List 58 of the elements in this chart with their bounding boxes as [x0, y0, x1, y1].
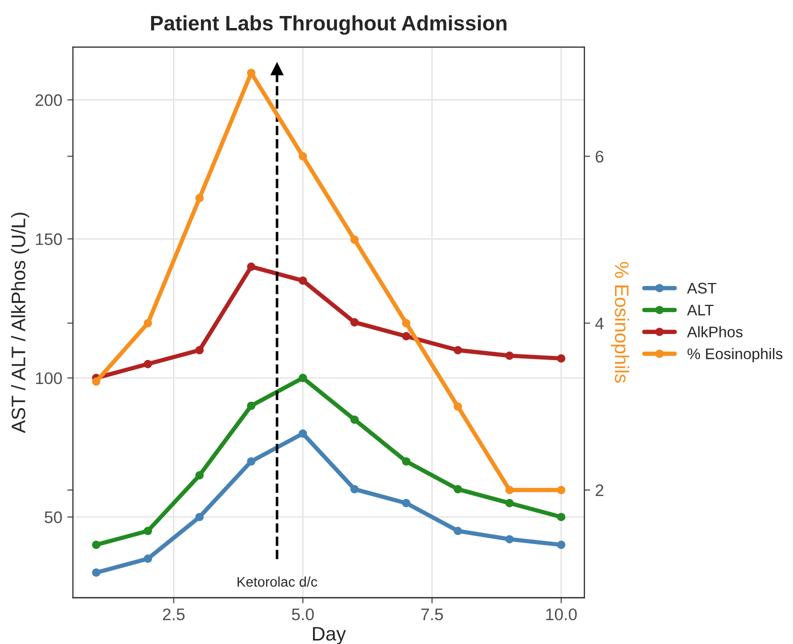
point — [144, 554, 152, 563]
point — [298, 374, 308, 382]
point — [195, 512, 204, 522]
point — [298, 276, 308, 285]
y-tick-label: 150 — [36, 233, 62, 246]
point — [557, 354, 566, 363]
x-tick-label: 2.5 — [162, 608, 185, 620]
point — [454, 346, 462, 354]
point — [557, 512, 566, 522]
ref-line-label: Ketorolac d/c — [238, 576, 318, 587]
y2-axis-title: % Eosinophils — [611, 262, 630, 383]
point — [505, 535, 514, 544]
point — [505, 352, 514, 360]
point — [402, 498, 410, 508]
point — [454, 485, 462, 494]
x-tick-label: 7.5 — [421, 608, 443, 620]
point — [144, 318, 152, 328]
y-tick-label: 50 — [44, 511, 62, 524]
y-tick-label: 200 — [36, 94, 62, 106]
x-tick-label: 10.0 — [546, 608, 577, 620]
point — [402, 318, 410, 328]
point — [505, 486, 514, 494]
point — [454, 402, 462, 411]
point — [92, 377, 100, 386]
point — [402, 457, 410, 466]
y-tick-label: 100 — [36, 372, 62, 384]
point — [247, 262, 256, 271]
point — [557, 540, 566, 549]
point — [505, 498, 514, 508]
point — [557, 486, 566, 494]
point — [247, 402, 256, 410]
x-axis-title: Day — [313, 627, 346, 644]
point — [350, 318, 359, 326]
chart-title: Patient Labs Throughout Admission — [151, 15, 506, 35]
point — [454, 526, 462, 536]
legend-label: AST — [687, 282, 716, 294]
legend-label: % Eosinophils — [688, 348, 782, 362]
point — [350, 415, 359, 424]
y-axis-title: AST / ALT / AlkPhos (U/L) — [11, 212, 30, 434]
point — [247, 457, 256, 466]
point — [195, 471, 204, 480]
legend-label: AlkPhos — [687, 326, 742, 338]
point — [195, 194, 204, 202]
y2-tick-label: 6 — [596, 150, 604, 163]
point — [92, 540, 100, 549]
y2-tick-label: 2 — [596, 484, 604, 496]
legend-label: ALT — [687, 304, 714, 316]
point — [144, 360, 152, 368]
x-tick-label: 5.0 — [292, 608, 314, 620]
point — [402, 332, 410, 340]
point — [92, 568, 100, 577]
point — [144, 526, 152, 536]
point — [350, 236, 359, 244]
point — [298, 429, 308, 438]
point — [298, 152, 308, 160]
point — [195, 346, 204, 354]
point — [350, 485, 359, 494]
y2-tick-label: 4 — [595, 318, 604, 330]
